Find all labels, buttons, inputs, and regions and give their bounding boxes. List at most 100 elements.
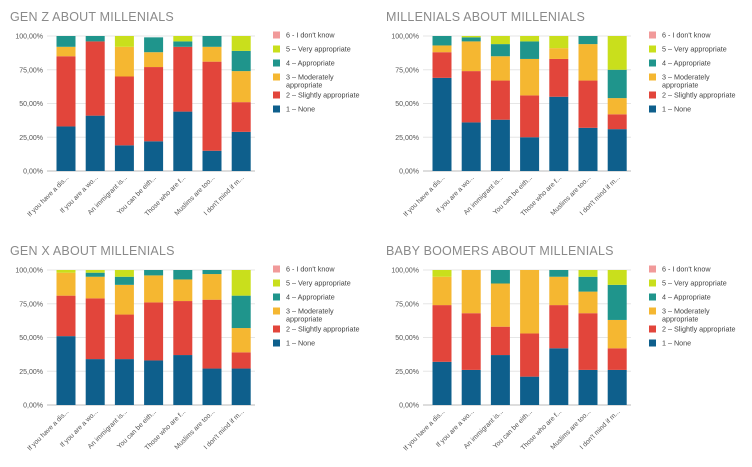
bar-segment-3-moderately-appropriate: [85, 276, 105, 299]
y-tick-label: 0,00%: [399, 169, 419, 176]
bar-segment-3-moderately-appropriate: [144, 52, 164, 68]
legend-label: 1 – None: [286, 339, 315, 348]
bar-segment-3-moderately-appropriate: [607, 98, 627, 115]
bar-segment-4-appropriate: [578, 36, 598, 45]
bar-segment-2-slightly-appropriate: [549, 305, 569, 349]
legend-item-6-i-don-t-know: 6 - I don't know: [649, 265, 711, 274]
bar-segment-4-appropriate: [490, 270, 510, 284]
y-tick-label: 75,00%: [19, 67, 43, 74]
legend-swatch: [649, 31, 656, 39]
bar-segment-4-appropriate: [144, 270, 164, 276]
legend-label: 1 – None: [286, 105, 315, 114]
legend-label: 3 – Moderately appropriate: [662, 307, 710, 324]
legend-item-6-i-don-t-know: 6 - I don't know: [649, 31, 711, 40]
legend-label: 1 – None: [662, 105, 691, 114]
bar-segment-1-none: [202, 150, 222, 171]
y-tick-label: 50,00%: [395, 101, 419, 108]
bar-segment-4-appropriate: [231, 295, 251, 329]
legend-label: 6 - I don't know: [662, 31, 711, 40]
bar-segment-4-appropriate: [432, 36, 452, 46]
bar-segment-1-none: [114, 359, 134, 405]
bar-segment-2-slightly-appropriate: [432, 305, 452, 362]
legend-label: 5 – Very appropriate: [286, 279, 351, 288]
legend-label: 4 – Appropriate: [286, 59, 335, 68]
legend-swatch: [273, 265, 280, 273]
bar-segment-2-slightly-appropriate: [520, 333, 540, 377]
bar-segment-5-very-appropriate: [432, 270, 452, 277]
chart-panel-4: BABY BOOMERS ABOUT MILLENIALS 0,00% 25,00%…: [386, 244, 736, 452]
legend-label: 2 – Slightly appropriate: [286, 91, 360, 100]
y-tick-label: 0,00%: [23, 403, 43, 410]
legend-label: 2 – Slightly appropriate: [286, 325, 360, 334]
legend-item-5-very-appropriate: 5 – Very appropriate: [649, 279, 727, 288]
y-tick-label: 0,00%: [399, 403, 419, 410]
legend-swatch: [273, 31, 280, 39]
y-tick-label: 25,00%: [19, 135, 43, 142]
bar-segment-5-very-appropriate: [578, 270, 598, 277]
bar-segment-4-appropriate: [490, 44, 510, 57]
bar-segment-4-appropriate: [202, 270, 222, 275]
bar-segment-3-moderately-appropriate: [114, 46, 134, 77]
bar-segment-1-none: [231, 368, 251, 405]
legend-item-2-slightly-appropriate: 2 – Slightly appropriate: [273, 91, 360, 100]
bar-segment-3-moderately-appropriate: [520, 58, 540, 96]
bar-segment-3-moderately-appropriate: [432, 276, 452, 306]
bar-segment-4-appropriate: [144, 37, 164, 53]
legend-swatch: [273, 59, 280, 67]
bar-segment-1-none: [520, 137, 540, 171]
bar-segment-2-slightly-appropriate: [173, 301, 193, 356]
bar-segment-1-none: [461, 122, 481, 171]
bar-segment-5-very-appropriate: [490, 36, 510, 45]
bar-segment-4-appropriate: [607, 69, 627, 99]
legend-item-2-slightly-appropriate: 2 – Slightly appropriate: [649, 91, 736, 100]
bar-segment-3-moderately-appropriate: [231, 328, 251, 353]
bar-segment-2-slightly-appropriate: [461, 71, 481, 123]
legend-item-6-i-don-t-know: 6 - I don't know: [273, 31, 335, 40]
bar-segment-4-appropriate: [85, 36, 105, 42]
y-tick-label: 25,00%: [395, 369, 419, 376]
chart-title: MILLENIALS ABOUT MILLENIALS: [386, 10, 585, 24]
bar-segment-3-moderately-appropriate: [549, 48, 569, 59]
bar-segment-3-moderately-appropriate: [432, 45, 452, 53]
legend-item-1-none: 1 – None: [273, 339, 315, 348]
bar-segment-2-slightly-appropriate: [549, 58, 569, 97]
legend-swatch: [649, 59, 656, 67]
chart-panel-2: MILLENIALS ABOUT MILLENIALS 0,00% 25,00% 50…: [386, 10, 736, 218]
legend-label: 3 – Moderately appropriate: [662, 73, 710, 90]
bar-segment-3-moderately-appropriate: [173, 279, 193, 302]
bar-segment-2-slightly-appropriate: [231, 352, 251, 369]
y-tick-label: 100,00%: [391, 34, 419, 41]
legend-label: 6 - I don't know: [286, 31, 335, 40]
bar-segment-4-appropriate: [173, 270, 193, 280]
bar-segment-1-none: [56, 336, 76, 405]
bar-segment-3-moderately-appropriate: [144, 275, 164, 303]
y-tick-label: 100,00%: [15, 268, 43, 275]
legend-item-6-i-don-t-know: 6 - I don't know: [273, 265, 335, 274]
legend-item-4-appropriate: 4 – Appropriate: [649, 293, 711, 302]
bar-segment-4-appropriate: [520, 41, 540, 59]
bar-segment-1-none: [432, 361, 452, 405]
legend-label: 3 – Moderately appropriate: [286, 307, 334, 324]
bar-segment-3-moderately-appropriate: [549, 276, 569, 306]
chart-panel-3: GEN X ABOUT MILLENIALS 0,00% 25,00% 50,00% 7…: [10, 244, 360, 452]
bar-segment-2-slightly-appropriate: [607, 348, 627, 370]
legend-label: 2 – Slightly appropriate: [662, 91, 736, 100]
y-tick-label: 50,00%: [19, 101, 43, 108]
legend-swatch: [649, 105, 656, 113]
bar-segment-2-slightly-appropriate: [114, 314, 134, 360]
legend-label: 5 – Very appropriate: [286, 45, 351, 54]
bar-segment-2-slightly-appropriate: [490, 326, 510, 356]
legend-item-1-none: 1 – None: [649, 339, 691, 348]
legend-label: 5 – Very appropriate: [662, 279, 727, 288]
bar-segment-2-slightly-appropriate: [114, 76, 134, 146]
legend-item-1-none: 1 – None: [649, 105, 691, 114]
legend-swatch: [649, 279, 656, 287]
bar-segment-5-very-appropriate: [231, 36, 251, 51]
legend-label: 3 – Moderately appropriate: [286, 73, 334, 90]
legend-label: 4 – Appropriate: [286, 293, 335, 302]
bar-segment-2-slightly-appropriate: [144, 302, 164, 361]
legend-swatch: [273, 91, 280, 99]
bar-segment-4-appropriate: [173, 41, 193, 47]
legend-item-2-slightly-appropriate: 2 – Slightly appropriate: [273, 325, 360, 334]
legend-swatch: [649, 293, 656, 301]
